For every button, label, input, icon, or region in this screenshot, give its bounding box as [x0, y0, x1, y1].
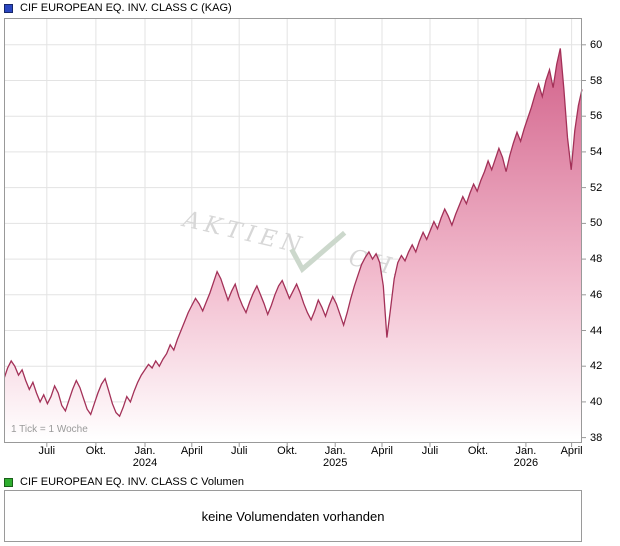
x-axis-label: April [370, 445, 394, 457]
y-axis-label: 42 [590, 360, 603, 373]
x-axis-label: Jan. 2026 [513, 445, 539, 469]
price-chart-header: CIF EUROPEAN EQ. INV. CLASS C (KAG) [4, 2, 232, 14]
y-axis-label: 54 [590, 145, 603, 158]
y-axis-label: 52 [590, 181, 603, 194]
volume-empty-message: keine Volumendaten vorhanden [201, 508, 385, 524]
y-axis-label: 38 [590, 431, 603, 444]
price-series-marker [4, 3, 13, 13]
y-axis-label: 50 [590, 217, 603, 230]
x-axis-label: Jan. 2024 [132, 445, 158, 469]
y-axis-label: 40 [590, 395, 603, 408]
tick-note: 1 Tick = 1 Woche [11, 424, 88, 435]
price-line [4, 48, 583, 418]
y-axis-label: 58 [590, 74, 603, 87]
price-chart-title: CIF EUROPEAN EQ. INV. CLASS C (KAG) [20, 2, 232, 14]
y-axis-label: 46 [590, 288, 603, 301]
watermark-check-icon [289, 230, 347, 274]
x-axis-label: Okt. [277, 445, 298, 457]
x-axis-label: Juli [421, 445, 439, 457]
price-area [4, 48, 582, 444]
y-axis-label: 44 [590, 324, 603, 337]
x-axis-label: April [560, 445, 583, 457]
x-axis-label: Juli [230, 445, 248, 457]
x-axis-label: Okt. [85, 445, 106, 457]
y-axis: 38 40 42 44 46 48 50 52 54 56 58 60 [590, 18, 618, 444]
y-axis-label: 56 [590, 110, 603, 123]
price-chart-plot: AKTIENCHECK [4, 18, 586, 447]
x-axis-label: Okt. [467, 445, 489, 457]
volume-series-marker [4, 477, 13, 487]
x-axis: Juli Okt. Jan. 2024 April Juli Okt. Jan. 2025 Apr… [4, 445, 583, 472]
price-chart: AKTIENCHECK 1 Tick = 1 Woche [4, 18, 588, 447]
y-axis-label: 48 [590, 253, 603, 266]
volume-chart-header: CIF EUROPEAN EQ. INV. CLASS C Volumen [4, 476, 244, 488]
x-axis-label: Juli [38, 445, 56, 457]
x-axis-label: Jan. 2025 [322, 445, 348, 469]
x-axis-label: April [180, 445, 203, 457]
watermark-word1: AKTIEN [179, 206, 309, 260]
volume-chart-title: CIF EUROPEAN EQ. INV. CLASS C Volumen [20, 476, 244, 488]
volume-panel: keine Volumendaten vorhanden [4, 490, 582, 542]
y-axis-label: 60 [590, 38, 603, 51]
